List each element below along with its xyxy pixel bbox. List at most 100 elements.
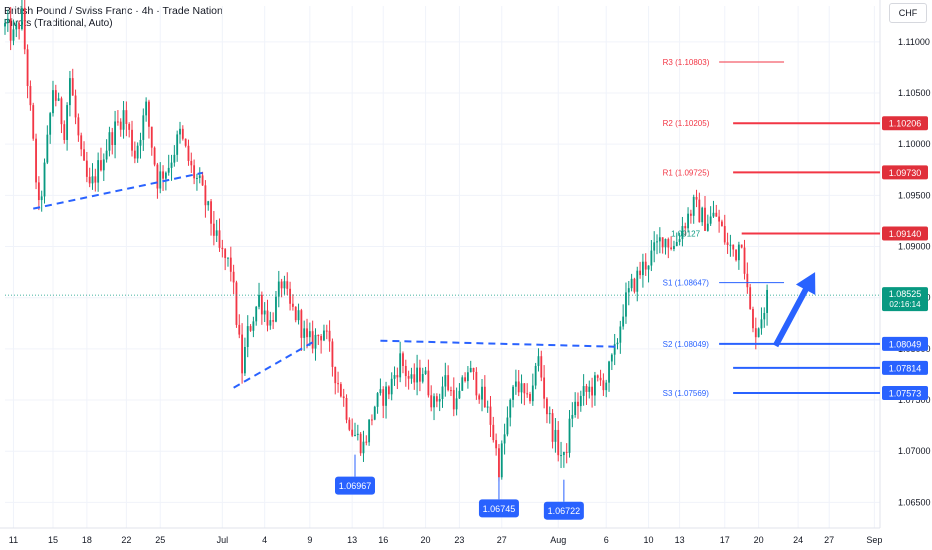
candle-body — [754, 328, 757, 338]
candle-body — [198, 175, 201, 178]
indicator-label: Pivots (Traditional, Auto) — [4, 18, 113, 29]
low-marker-text: 1.06967 — [339, 481, 372, 491]
candle-body — [382, 389, 385, 406]
candle-body — [469, 367, 472, 373]
candle-body — [557, 429, 560, 456]
price-axis-badge-text: 1.07573 — [889, 388, 922, 398]
low-marker-text: 1.06745 — [483, 504, 516, 514]
candle-body — [670, 247, 673, 250]
candle-body — [289, 288, 291, 304]
candle-body — [537, 356, 540, 366]
dashed-trendline — [233, 339, 316, 389]
candle-body — [258, 294, 260, 307]
candle-body — [636, 270, 639, 292]
candle-body — [503, 434, 506, 444]
candle-body — [133, 150, 136, 159]
price-axis-badge-text: 1.09140 — [889, 229, 922, 239]
candle-body — [193, 165, 196, 179]
candle-body — [760, 319, 763, 329]
candle-body — [252, 321, 255, 331]
pivot-label-p: 1.09127 — [671, 230, 700, 239]
candle-body — [373, 406, 376, 420]
time-tick-label: 9 — [307, 535, 312, 545]
candle-body — [351, 429, 354, 436]
candle-body — [633, 278, 636, 292]
candle-body — [201, 175, 204, 186]
time-tick-label: 20 — [421, 535, 431, 545]
candle-body — [306, 328, 308, 338]
candle-body — [142, 115, 145, 140]
candle-body — [365, 441, 368, 443]
candle-body — [297, 310, 300, 321]
pivot-label-r1: R1 (1.09725) — [663, 168, 710, 177]
candle-body — [500, 443, 503, 478]
candle-body — [726, 242, 729, 246]
time-tick-label: 6 — [604, 535, 609, 545]
candle-body — [452, 390, 455, 410]
candle-body — [588, 386, 591, 392]
candle-body — [260, 294, 263, 315]
candle-body — [210, 201, 212, 224]
time-tick-label: 24 — [793, 535, 803, 545]
price-tick-label: 1.07000 — [898, 446, 931, 456]
candle-body — [63, 124, 66, 140]
candle-body — [752, 308, 754, 329]
candle-body — [345, 398, 348, 420]
candle-body — [311, 331, 314, 349]
candle-body — [77, 117, 80, 136]
candle-body — [687, 213, 689, 229]
candle-body — [170, 162, 173, 168]
candle-body — [554, 429, 557, 442]
candle-body — [356, 433, 359, 435]
candle-body — [424, 370, 427, 375]
price-tick-label: 1.09500 — [898, 190, 931, 200]
candle-body — [294, 306, 297, 321]
candle-body — [83, 149, 85, 161]
candle-body — [517, 381, 520, 393]
candle-body — [574, 401, 577, 415]
price-tick-label: 1.10500 — [898, 88, 931, 98]
candle-body — [320, 336, 323, 341]
time-tick-label: Sep — [866, 535, 882, 545]
candle-body — [495, 440, 498, 449]
time-tick-label: 15 — [48, 535, 58, 545]
candle-body — [531, 385, 534, 402]
candle-body — [402, 353, 404, 366]
candle-body — [701, 207, 704, 223]
candle-body — [498, 448, 500, 478]
candle-body — [481, 386, 483, 400]
candle-body — [658, 237, 661, 242]
candle-body — [675, 242, 678, 246]
candle-body — [136, 145, 139, 159]
candle-body — [88, 176, 91, 184]
forecast-arrow — [772, 272, 816, 348]
candle-body — [605, 382, 608, 391]
pivot-label-s3: S3 (1.07569) — [663, 389, 710, 398]
candle-body — [246, 326, 249, 348]
candle-body — [207, 201, 210, 206]
candle-body — [478, 395, 481, 400]
candle-body — [148, 101, 150, 127]
candle-body — [85, 160, 88, 177]
candle-body — [314, 334, 317, 349]
candle-body — [627, 288, 630, 293]
candle-body — [139, 139, 142, 146]
candle-body — [619, 326, 622, 343]
candle-body — [435, 396, 438, 402]
candle-body — [54, 90, 57, 101]
candle-body — [235, 282, 238, 325]
candle-body — [23, 7, 26, 50]
candle-body — [334, 366, 337, 384]
candle-body — [308, 331, 311, 338]
candle-body — [74, 95, 77, 118]
time-tick-label: 4 — [262, 535, 267, 545]
candle-body — [269, 320, 272, 326]
candle-body — [585, 386, 588, 392]
bar-countdown-text: 02:16:14 — [889, 300, 921, 309]
candle-body — [43, 162, 46, 197]
currency-button[interactable]: CHF — [889, 3, 927, 23]
candle-body — [9, 18, 12, 41]
candle-body — [167, 167, 170, 173]
